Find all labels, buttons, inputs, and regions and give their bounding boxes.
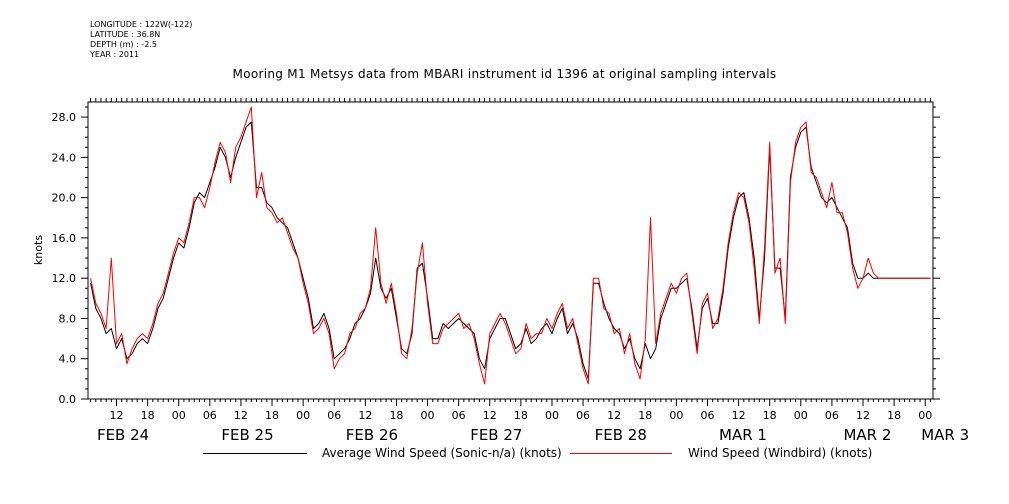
series-layer xyxy=(90,106,931,385)
y-tick-label: 8.0 xyxy=(59,312,77,325)
legend-line-windbird xyxy=(570,453,672,454)
x-hour-label: 18 xyxy=(887,409,901,422)
x-hour-label: 06 xyxy=(203,409,217,422)
x-hour-label: 18 xyxy=(763,409,777,422)
x-date-label: MAR 3 xyxy=(921,426,969,444)
chart-plot: 0.0 4.0 8.0 12.0 16.0 20.0 24.0 28.0 knots 12 18… xyxy=(32,98,969,444)
y-tick-label: 16.0 xyxy=(52,232,77,245)
x-hour-label: 00 xyxy=(421,409,435,422)
x-hour-label: 12 xyxy=(856,409,870,422)
y-tick-label: 20.0 xyxy=(52,192,77,205)
x-hour-label: 18 xyxy=(514,409,528,422)
y-tick-label: 4.0 xyxy=(59,353,77,366)
y-tick-label: 0.0 xyxy=(59,393,77,406)
bottom-ticks xyxy=(90,399,931,406)
x-hour-label: 00 xyxy=(918,409,932,422)
legend-label-windbird: Wind Speed (Windbird) (knots) xyxy=(688,446,873,460)
x-date-label: FEB 28 xyxy=(595,426,647,444)
year-label: YEAR : 2011 xyxy=(90,50,140,59)
y-tick-label: 28.0 xyxy=(52,111,77,124)
x-hour-label: 00 xyxy=(545,409,559,422)
series-line-windbird xyxy=(90,106,931,385)
x-hour-label: 12 xyxy=(732,409,746,422)
legend: Average Wind Speed (Sonic-n/a) (knots) W… xyxy=(0,445,1009,465)
x-hour-label: 00 xyxy=(669,409,683,422)
x-hour-label: 06 xyxy=(452,409,466,422)
x-hour-label: 18 xyxy=(265,409,279,422)
x-hour-label: 00 xyxy=(172,409,186,422)
x-hour-label: 18 xyxy=(141,409,155,422)
series-line-average-wind xyxy=(90,121,931,380)
x-hour-label: 00 xyxy=(296,409,310,422)
x-date-label: FEB 27 xyxy=(470,426,522,444)
legend-line-average-wind xyxy=(203,453,307,454)
x-axis-hour-labels: 12 18 00 06 12 18 00 06 12 18 00 06 12 18 00 06 12 18 00 06… xyxy=(110,409,933,422)
x-hour-label: 12 xyxy=(110,409,124,422)
x-date-label: FEB 24 xyxy=(97,426,149,444)
y-tick-label: 24.0 xyxy=(52,151,77,164)
y-axis-tick-labels: 0.0 4.0 8.0 12.0 16.0 20.0 24.0 28.0 xyxy=(52,111,77,406)
chart-title: Mooring M1 Metsys data from MBARI instru… xyxy=(232,67,777,81)
metadata-block: LONGITUDE : 122W(-122) LATITUDE : 36.8N … xyxy=(90,20,192,60)
x-hour-label: 12 xyxy=(234,409,248,422)
x-hour-label: 06 xyxy=(825,409,839,422)
plot-frame xyxy=(87,101,934,400)
y-axis-label: knots xyxy=(32,235,45,265)
longitude-label: LONGITUDE : 122W(-122) xyxy=(90,20,193,29)
x-hour-label: 06 xyxy=(700,409,714,422)
depth-label: DEPTH (m) : -2.5 xyxy=(90,40,157,49)
x-date-label: MAR 1 xyxy=(719,426,767,444)
top-minor-ticks xyxy=(90,98,931,102)
latitude-label: LATITUDE : 36.8N xyxy=(90,30,161,39)
x-hour-label: 06 xyxy=(327,409,341,422)
x-hour-label: 06 xyxy=(576,409,590,422)
legend-label-average-wind: Average Wind Speed (Sonic-n/a) (knots) xyxy=(322,446,562,460)
x-hour-label: 12 xyxy=(358,409,372,422)
x-date-label: FEB 26 xyxy=(346,426,398,444)
x-hour-label: 18 xyxy=(638,409,652,422)
y-axis-ticks xyxy=(81,106,940,400)
x-hour-label: 18 xyxy=(389,409,403,422)
y-tick-label: 12.0 xyxy=(52,272,77,285)
x-date-label: MAR 2 xyxy=(843,426,891,444)
x-date-label: FEB 25 xyxy=(221,426,273,444)
x-hour-label: 12 xyxy=(607,409,621,422)
x-hour-label: 12 xyxy=(483,409,497,422)
x-hour-label: 00 xyxy=(794,409,808,422)
x-axis-date-labels: FEB 24 FEB 25 FEB 26 FEB 27 FEB 28 MAR 1 MAR 2… xyxy=(97,426,969,444)
